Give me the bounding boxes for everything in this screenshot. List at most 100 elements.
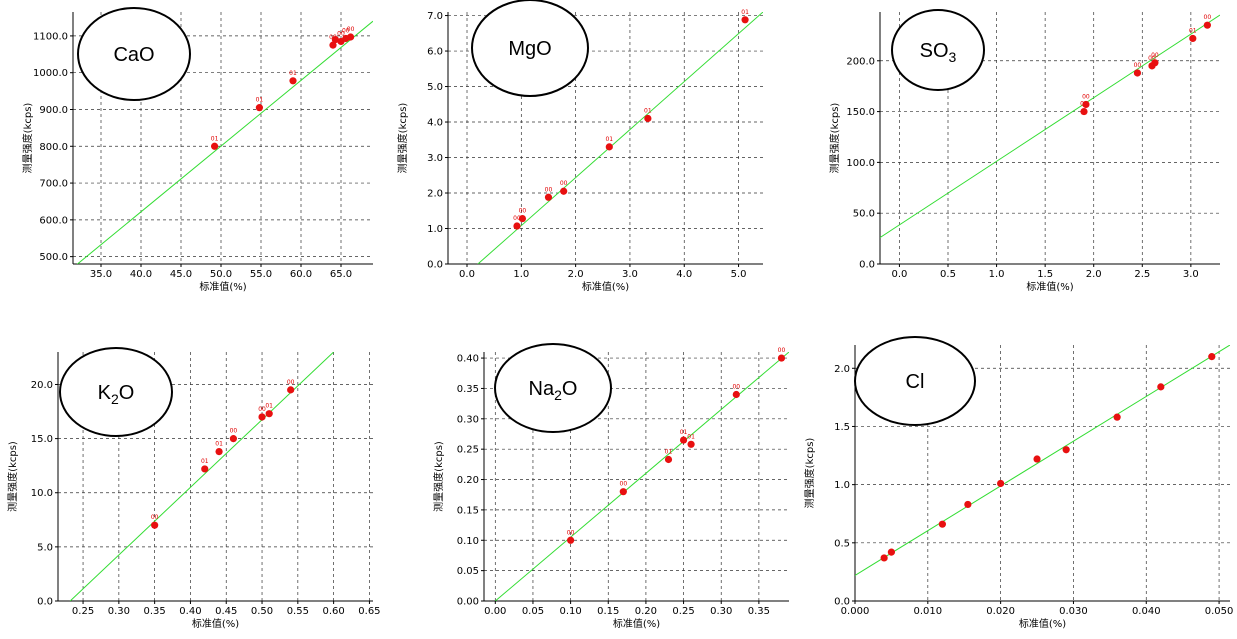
fit-line (76, 20, 373, 264)
fit-line (494, 352, 789, 601)
y-tick-label: 5.0 (427, 82, 443, 93)
point-label: 00 (519, 208, 527, 215)
chart-panel-4: 0.00 0.05 0.10 0.15 0.20 0.25 0.30 0.35 0.00 0.05… (432, 343, 789, 630)
x-tick-label: 0.65 (358, 606, 380, 617)
data-point (664, 455, 673, 464)
x-tick-label: 1.5 (1037, 269, 1053, 280)
compound-main: K (98, 382, 112, 404)
compound-main: Cl (906, 371, 925, 393)
y-tick-label: 0.00 (457, 597, 479, 608)
y-tick-label: 1.0 (427, 224, 443, 235)
point-label: 01 (265, 403, 273, 410)
fit-line (880, 14, 1220, 238)
point-label: 00 (732, 384, 740, 391)
x-tick-label: 65.0 (330, 269, 352, 280)
y-tick-label: 200.0 (846, 56, 875, 67)
x-tick-label: 1.0 (513, 269, 529, 280)
compound-badge (471, 0, 589, 97)
data-point (513, 222, 521, 230)
x-tick-label: 1.0 (989, 269, 1005, 280)
y-tick-label: 1000.0 (33, 68, 68, 79)
point-label: 00 (1134, 62, 1142, 69)
x-tick-label: 55.0 (250, 269, 272, 280)
point-label: 01 (289, 70, 297, 77)
data-point (1080, 107, 1088, 116)
compound-label: Cl (906, 371, 925, 393)
y-tick-label: 0.25 (457, 445, 479, 456)
x-tick-label: 2.0 (1086, 269, 1102, 280)
x-tick-label: 2.0 (568, 269, 584, 280)
y-axis-label: 测量强度(kcps) (828, 103, 841, 174)
data-point (644, 114, 652, 123)
point-label: 00 (513, 215, 521, 222)
y-tick-label: 50.0 (853, 209, 875, 220)
point-label: 00 (342, 27, 350, 34)
x-tick-label: 0.50 (251, 606, 273, 617)
data-point (1113, 413, 1121, 421)
y-tick-label: 1.0 (834, 480, 850, 491)
y-tick-label: 0.0 (834, 597, 850, 608)
x-tick-label: 50.0 (210, 269, 232, 280)
data-point (732, 390, 740, 399)
point-label: 01 (201, 458, 209, 465)
compound-suffix: O (119, 382, 135, 404)
y-tick-label: 6.0 (427, 47, 443, 58)
data-point (347, 33, 355, 41)
x-tick-label: 0.010 (913, 606, 942, 617)
x-tick-label: 0.60 (322, 606, 344, 617)
y-tick-label: 100.0 (846, 158, 875, 169)
data-point (997, 479, 1005, 488)
data-point (687, 440, 695, 448)
point-label: 01 (680, 429, 688, 436)
compound-subscript: 2 (554, 387, 562, 403)
x-tick-label: 0.55 (287, 606, 309, 617)
x-tick-label: 40.0 (130, 269, 152, 280)
x-tick-label: 45.0 (170, 269, 192, 280)
compound-badge (494, 343, 612, 433)
x-tick-label: 0.30 (710, 606, 732, 617)
data-point (331, 35, 339, 44)
data-point (887, 548, 896, 556)
fit-line (477, 12, 763, 264)
point-label: 00 (1151, 52, 1159, 59)
x-tick-label: 0.0 (459, 269, 475, 280)
x-axis-label: 标准值(%) (1019, 617, 1066, 630)
x-tick-label: 60.0 (290, 269, 312, 280)
x-tick-label: 0.05 (522, 606, 544, 617)
x-tick-label: 0.000 (841, 606, 870, 617)
data-point (518, 214, 527, 223)
compound-main: SO (920, 40, 949, 62)
y-tick-label: 0.20 (457, 475, 479, 486)
y-tick-label: 0.40 (457, 354, 479, 365)
compound-badge (77, 7, 191, 101)
y-tick-label: 150.0 (846, 107, 875, 118)
y-tick-label: 3.0 (427, 153, 443, 164)
point-label: 01 (687, 433, 695, 440)
y-tick-label: 800.0 (39, 142, 68, 153)
point-label: 01 (215, 441, 223, 448)
data-point (329, 41, 337, 49)
y-tick-label: 20.0 (31, 380, 53, 391)
y-tick-label: 2.0 (427, 189, 443, 200)
data-point (1157, 383, 1165, 391)
x-axis-label: 标准值(%) (199, 280, 246, 293)
fit-line (855, 345, 1230, 576)
x-tick-label: 0.050 (1205, 606, 1234, 617)
compound-label: Na2O (529, 378, 578, 403)
y-tick-label: 0.0 (427, 260, 443, 271)
data-point (567, 536, 575, 544)
data-point (265, 410, 273, 418)
x-axis-label: 标准值(%) (1026, 280, 1073, 293)
fit-line (69, 352, 334, 601)
x-axis-label: 标准值(%) (582, 280, 629, 293)
compound-label: K2O (98, 382, 135, 407)
point-label: 00 (620, 481, 628, 488)
point-label: 00 (258, 406, 266, 413)
x-tick-label: 2.5 (1134, 269, 1150, 280)
data-point (1082, 100, 1090, 109)
point-label: 00 (337, 30, 345, 37)
compound-label: MgO (508, 38, 551, 60)
data-point (215, 448, 223, 456)
chart-panel-0: 35.0 40.0 45.0 50.0 55.0 60.0 65.0 500.0 600.0 70… (21, 7, 373, 293)
